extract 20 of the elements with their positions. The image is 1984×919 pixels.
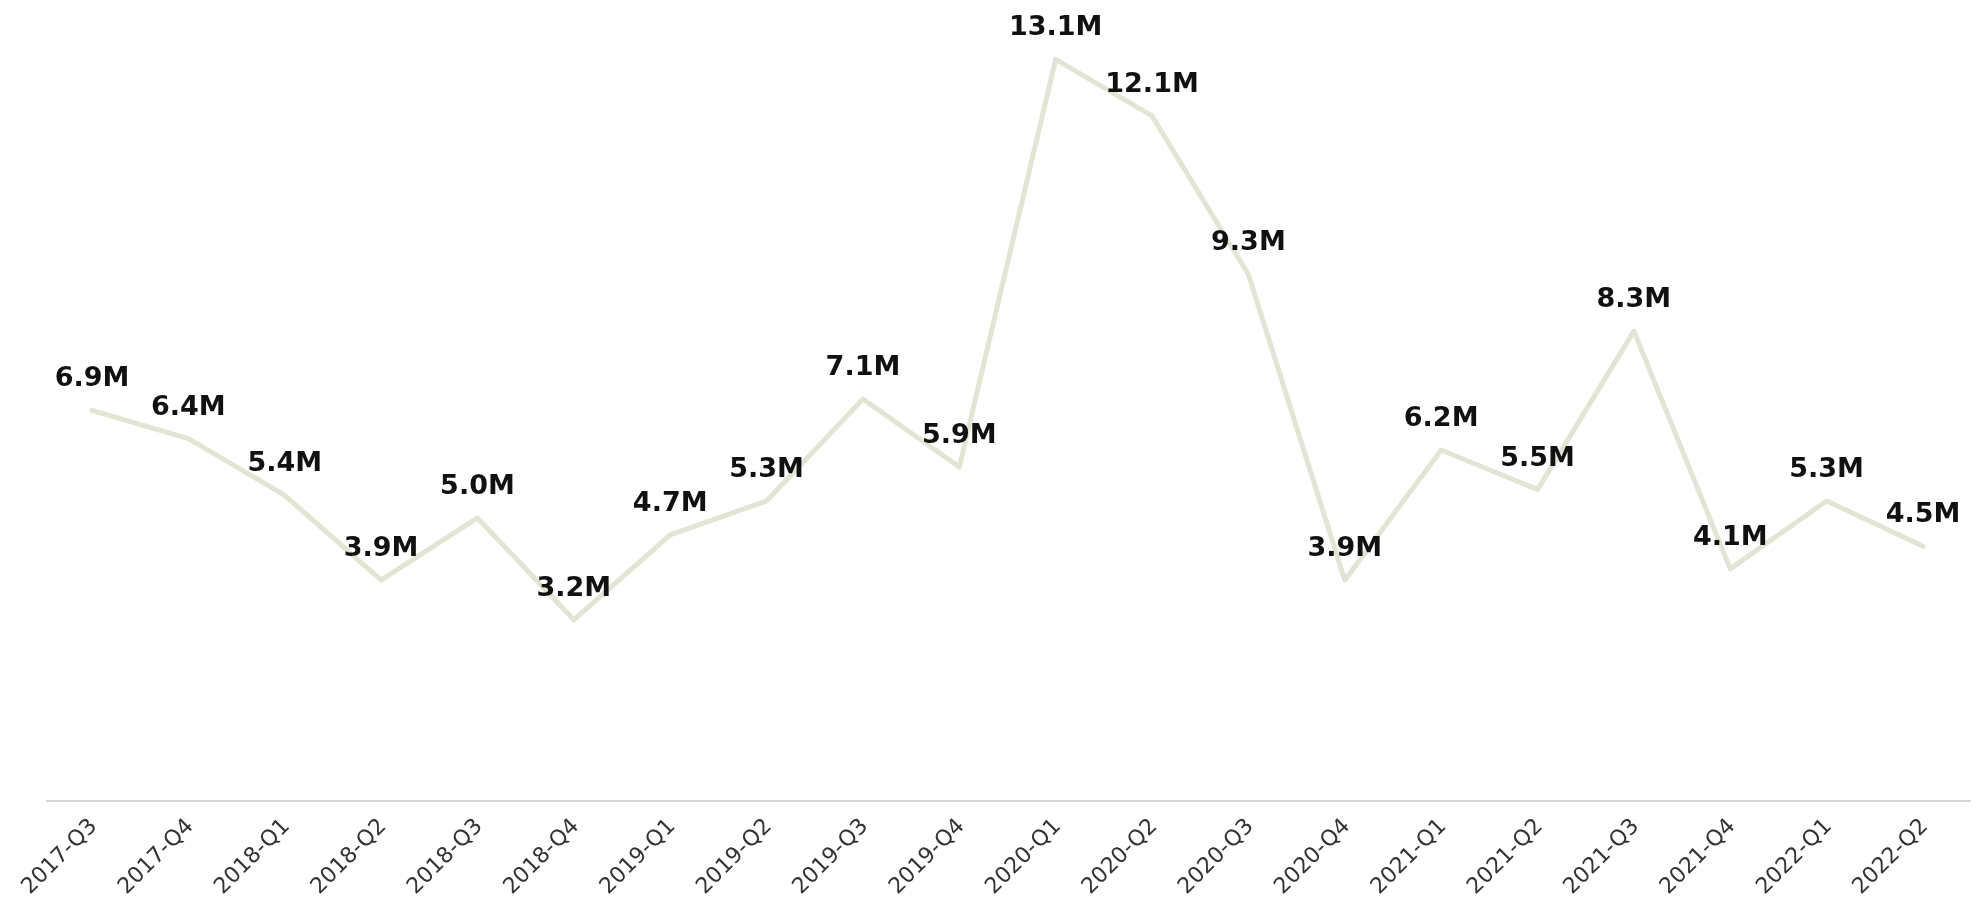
data-label: 6.9M — [54, 361, 130, 393]
data-label: 3.2M — [536, 570, 612, 602]
data-label: 9.3M — [1211, 225, 1286, 257]
data-label: 3.9M — [1307, 531, 1383, 563]
data-label: 5.3M — [1789, 451, 1864, 483]
data-label: 5.9M — [921, 417, 997, 449]
data-label: 4.1M — [1692, 519, 1768, 551]
data-label: 5.4M — [247, 446, 323, 478]
data-label: 6.4M — [151, 389, 226, 421]
data-label: 7.1M — [825, 350, 901, 382]
data-label: 5.5M — [1500, 440, 1575, 472]
data-label: 4.7M — [632, 485, 708, 517]
data-label: 4.5M — [1885, 497, 1961, 529]
data-label: 6.2M — [1403, 400, 1479, 432]
data-label: 13.1M — [1008, 10, 1103, 42]
data-label: 8.3M — [1596, 282, 1672, 314]
data-label: 3.9M — [343, 531, 419, 563]
data-label: 12.1M — [1105, 66, 1199, 98]
data-label: 5.0M — [440, 468, 515, 500]
data-label: 5.3M — [729, 451, 804, 483]
